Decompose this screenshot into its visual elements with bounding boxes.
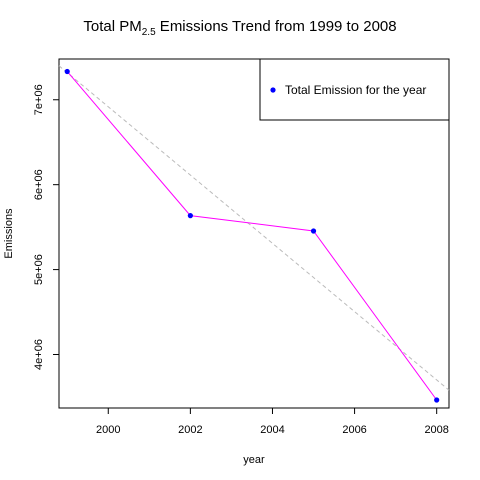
title-prefix: Total PM bbox=[83, 18, 142, 35]
data-point bbox=[310, 228, 317, 234]
series-line bbox=[66, 71, 438, 401]
legend-label: Total Emission for the year bbox=[285, 83, 426, 97]
plot-frame bbox=[58, 58, 450, 409]
chart-title: Total PM2.5 Emissions Trend from 1999 to… bbox=[0, 18, 480, 38]
x-axis-label: year bbox=[243, 454, 265, 466]
y-tick-label: 7e+06 bbox=[33, 84, 45, 115]
y-tick-label: 6e+06 bbox=[33, 169, 45, 200]
title-subscript: 2.5 bbox=[141, 27, 156, 38]
data-point bbox=[64, 68, 70, 75]
title-suffix: Emissions Trend from 1999 to 2008 bbox=[155, 18, 397, 35]
x-tick-label: 2006 bbox=[342, 424, 366, 436]
data-point bbox=[434, 397, 440, 403]
legend-box bbox=[259, 58, 450, 121]
x-tick-label: 2000 bbox=[96, 424, 120, 436]
x-tick-label: 2002 bbox=[178, 424, 202, 436]
y-axis-label: Emissions bbox=[3, 208, 15, 259]
trend-line bbox=[58, 65, 450, 391]
y-tick-label: 4e+06 bbox=[33, 339, 45, 370]
data-point bbox=[187, 213, 193, 219]
x-tick-label: 2004 bbox=[260, 424, 284, 436]
legend-marker bbox=[270, 87, 276, 93]
y-tick-label: 5e+06 bbox=[33, 254, 45, 285]
x-tick-label: 2008 bbox=[424, 424, 448, 436]
